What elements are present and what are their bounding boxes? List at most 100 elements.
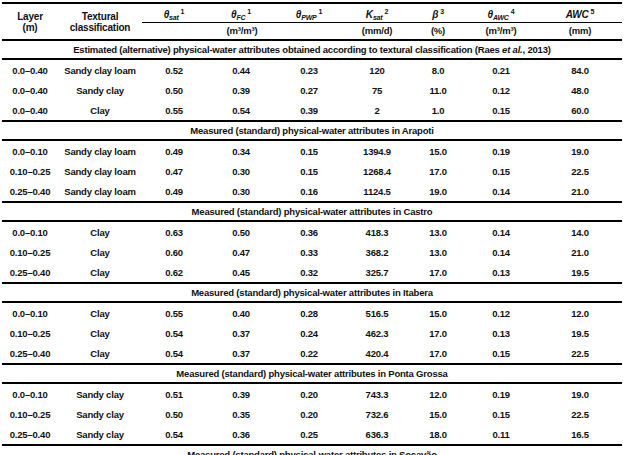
awc-cell: 19.0 [538, 140, 622, 161]
beta-cell: 19.0 [412, 181, 464, 202]
theta-fc-cell: 0.45 [206, 262, 276, 283]
theta-sat-cell: 0.54 [142, 323, 206, 343]
theta-sat-cell: 0.47 [142, 161, 206, 181]
theta-awc-cell: 0.14 [464, 242, 538, 262]
awc-cell: 84.0 [538, 59, 622, 80]
layer-cell: 0.25–0.40 [2, 343, 58, 364]
textural-classification-cell: Clay [58, 242, 142, 262]
theta-fc-cell: 0.37 [206, 323, 276, 343]
beta-cell: 11.0 [412, 80, 464, 100]
theta-awc-cell: 0.19 [464, 140, 538, 161]
table-header: Layer(m) Texturalclassification θsat1 θF… [2, 3, 622, 40]
layer-cell: 0.25–0.40 [2, 424, 58, 445]
table-row: 0.0–0.10Sandy clay loam0.490.340.151394.… [2, 140, 622, 161]
theta-pwp-cell: 0.22 [276, 343, 342, 364]
textural-classification-cell: Clay [58, 302, 142, 323]
table-row: 0.10–0.25Sandy clay0.500.350.20732.615.0… [2, 404, 622, 424]
unit-ksat: (mm/d) [342, 23, 412, 41]
theta-fc-cell: 0.34 [206, 140, 276, 161]
beta-cell: 15.0 [412, 140, 464, 161]
table-row: 0.0–0.40Clay0.550.540.3921.00.1560.0 [2, 100, 622, 121]
layer-cell: 0.10–0.25 [2, 242, 58, 262]
beta-cell: 13.0 [412, 221, 464, 242]
textural-classification-cell: Sandy clay [58, 424, 142, 445]
beta-cell: 17.0 [412, 262, 464, 283]
table-row: 0.0–0.10Clay0.550.400.28516.515.00.1212.… [2, 302, 622, 323]
theta-pwp-cell: 0.15 [276, 161, 342, 181]
theta-awc-cell: 0.11 [464, 424, 538, 445]
section-header-row: Measured (standard) physical-water attri… [2, 121, 622, 140]
ksat-cell: 462.3 [342, 323, 412, 343]
textural-label-2: classification [70, 22, 131, 33]
theta-fc-cell: 0.40 [206, 302, 276, 323]
ksat-cell: 1124.5 [342, 181, 412, 202]
ksat-cell: 1394.9 [342, 140, 412, 161]
section-header-row: Measured (standard) physical-water attri… [2, 283, 622, 302]
table-row: 0.25–0.40Clay0.620.450.32325.717.00.1319… [2, 262, 622, 283]
theta-pwp-cell: 0.20 [276, 383, 342, 404]
ksat-cell: 120 [342, 59, 412, 80]
theta-sat-cell: 0.55 [142, 302, 206, 323]
section-header-row: Measured (standard) physical-water attri… [2, 445, 622, 455]
table-row: 0.10–0.25Sandy clay loam0.470.300.151268… [2, 161, 622, 181]
section-title: Measured (standard) physical-water attri… [2, 202, 622, 221]
awc-cell: 22.5 [538, 161, 622, 181]
awc-cell: 19.0 [538, 383, 622, 404]
section-title: Measured (standard) physical-water attri… [2, 283, 622, 302]
col-header-theta-fc: θFC1 [206, 3, 276, 23]
theta-pwp-cell: 0.20 [276, 404, 342, 424]
theta-sat-cell: 0.55 [142, 100, 206, 121]
theta-awc-cell: 0.12 [464, 302, 538, 323]
layer-cell: 0.25–0.40 [2, 181, 58, 202]
theta-sat-cell: 0.54 [142, 343, 206, 364]
theta-sat-cell: 0.62 [142, 262, 206, 283]
beta-cell: 8.0 [412, 59, 464, 80]
unit-awc: (mm) [538, 23, 622, 41]
theta-sat-cell: 0.60 [142, 242, 206, 262]
theta-sat-cell: 0.51 [142, 383, 206, 404]
ksat-cell: 636.3 [342, 424, 412, 445]
theta-sat-cell: 0.54 [142, 424, 206, 445]
ksat-cell: 75 [342, 80, 412, 100]
theta-sat-cell: 0.49 [142, 140, 206, 161]
theta-fc-cell: 0.30 [206, 181, 276, 202]
table-row: 0.0–0.10Sandy clay0.510.390.20743.312.00… [2, 383, 622, 404]
table-row: 0.10–0.25Clay0.600.470.33368.213.00.1421… [2, 242, 622, 262]
table-row: 0.25–0.40Sandy clay0.540.360.25636.318.0… [2, 424, 622, 445]
ksat-cell: 743.3 [342, 383, 412, 404]
layer-cell: 0.25–0.40 [2, 262, 58, 283]
theta-pwp-cell: 0.39 [276, 100, 342, 121]
beta-cell: 18.0 [412, 424, 464, 445]
theta-pwp-cell: 0.24 [276, 323, 342, 343]
textural-classification-cell: Sandy clay loam [58, 59, 142, 80]
theta-awc-cell: 0.19 [464, 383, 538, 404]
beta-cell: 17.0 [412, 161, 464, 181]
beta-cell: 13.0 [412, 242, 464, 262]
beta-cell: 12.0 [412, 383, 464, 404]
awc-cell: 21.0 [538, 181, 622, 202]
theta-fc-cell: 0.39 [206, 383, 276, 404]
theta-fc-cell: 0.39 [206, 80, 276, 100]
section-header-row: Estimated (alternative) physical-water a… [2, 40, 622, 59]
layer-cell: 0.10–0.25 [2, 161, 58, 181]
theta-pwp-cell: 0.25 [276, 424, 342, 445]
header-symbol-row: Layer(m) Texturalclassification θsat1 θF… [2, 3, 622, 23]
theta-sat-cell: 0.50 [142, 80, 206, 100]
soil-physical-water-attributes-table: Layer(m) Texturalclassification θsat1 θF… [2, 2, 622, 455]
ksat-cell: 368.2 [342, 242, 412, 262]
unit-beta: (%) [412, 23, 464, 41]
theta-awc-cell: 0.12 [464, 80, 538, 100]
textural-classification-cell: Clay [58, 100, 142, 121]
beta-cell: 15.0 [412, 404, 464, 424]
document-page: Layer(m) Texturalclassification θsat1 θF… [0, 0, 624, 455]
awc-cell: 12.0 [538, 302, 622, 323]
textural-label: Textural [82, 11, 119, 22]
col-header-beta: β3 [412, 3, 464, 23]
theta-awc-cell: 0.15 [464, 100, 538, 121]
col-header-theta-awc: θAWC4 [464, 3, 538, 23]
theta-awc-cell: 0.15 [464, 343, 538, 364]
ksat-cell: 516.5 [342, 302, 412, 323]
ksat-cell: 2 [342, 100, 412, 121]
section-title: Estimated (alternative) physical-water a… [2, 40, 622, 59]
awc-cell: 21.0 [538, 242, 622, 262]
